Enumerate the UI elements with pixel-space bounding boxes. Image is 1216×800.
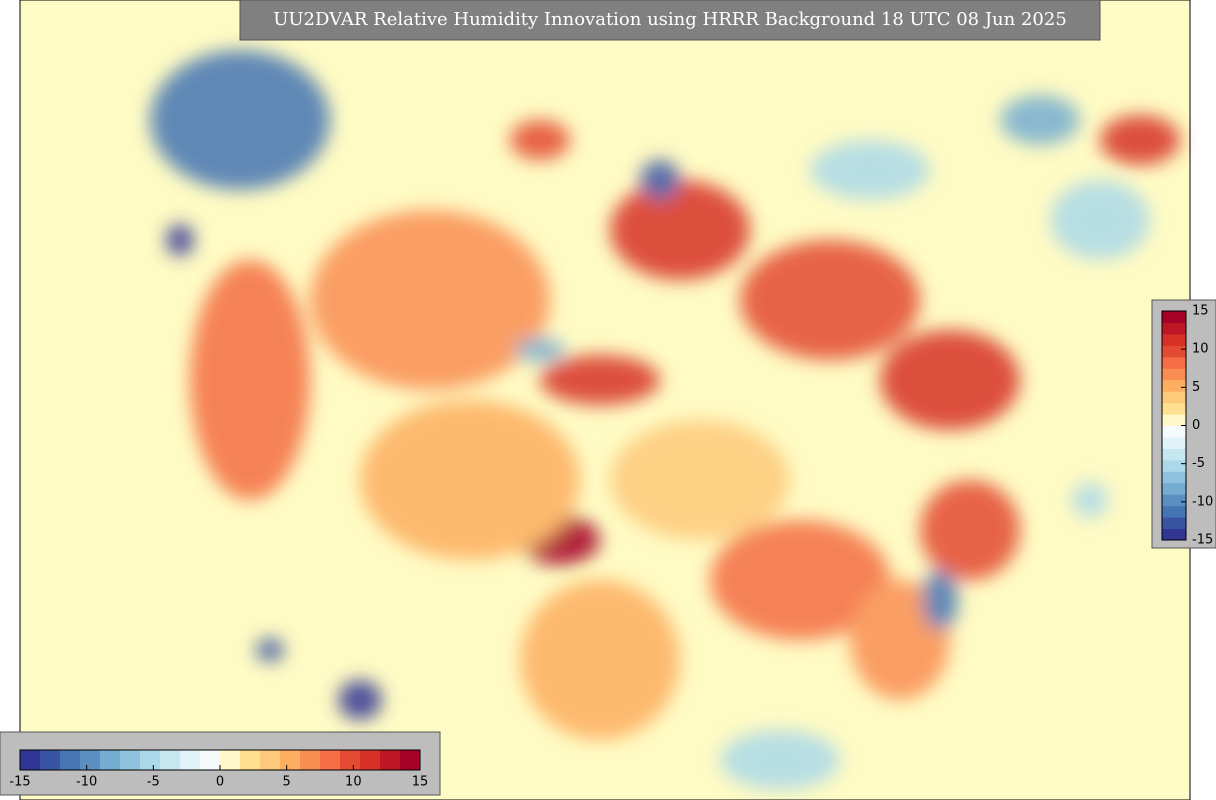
colorbar-segment bbox=[340, 750, 361, 770]
colorbar-segment bbox=[1162, 402, 1186, 415]
colorbar-segment bbox=[300, 750, 321, 770]
colorbar-tick-label: 5 bbox=[283, 775, 291, 790]
colorbar-segment bbox=[180, 750, 201, 770]
colorbar-segment bbox=[240, 750, 261, 770]
colorbar-segment bbox=[1162, 414, 1186, 426]
colorbar-segment bbox=[360, 750, 381, 770]
map-field bbox=[19, 0, 1191, 800]
colorbar-segment bbox=[1162, 379, 1186, 392]
colorbar-tick-label: 10 bbox=[345, 775, 362, 790]
colorbar-segment bbox=[200, 750, 221, 770]
colorbar-segment bbox=[280, 750, 301, 770]
colorbar-segment bbox=[1162, 459, 1186, 472]
colorbar-segment bbox=[1162, 425, 1186, 438]
colorbar-segment bbox=[1162, 471, 1186, 484]
colorbar-tick-label: 0 bbox=[216, 775, 224, 790]
colorbar-segment bbox=[1162, 356, 1186, 369]
colorbar-segment bbox=[400, 750, 421, 770]
colorbar-segment bbox=[1162, 517, 1186, 530]
colorbar-tick-label: -10 bbox=[1192, 494, 1213, 509]
colorbar-segment bbox=[40, 750, 61, 770]
colorbar-segment bbox=[260, 750, 281, 770]
colorbar-tick-label: 15 bbox=[1192, 304, 1209, 319]
colorbar-tick-label: -10 bbox=[76, 775, 97, 790]
colorbar-segment bbox=[100, 750, 121, 770]
colorbar-tick-label: 15 bbox=[412, 775, 429, 790]
colorbar-tick-label: 0 bbox=[1192, 418, 1200, 433]
colorbar-segment bbox=[20, 750, 41, 770]
colorbar-tick-label: -15 bbox=[9, 775, 30, 790]
colorbar-segment bbox=[1162, 505, 1186, 518]
colorbar-segment bbox=[1162, 311, 1186, 323]
colorbar-segment bbox=[1162, 322, 1186, 335]
field-blobs bbox=[150, 50, 1180, 790]
colorbar-tick-label: 10 bbox=[1192, 342, 1209, 357]
colorbar-segment bbox=[1162, 436, 1186, 449]
colorbar-segment bbox=[1162, 482, 1186, 495]
colorbar-segment bbox=[1162, 345, 1186, 358]
colorbar-segment bbox=[1162, 333, 1186, 346]
colorbars: -15 -10 -5 0 5 10 15 -15 -10 -5 0 5 10 15 bbox=[9, 304, 1213, 790]
colorbar-segment bbox=[120, 750, 141, 770]
colorbar-segment bbox=[380, 750, 401, 770]
map-title: UU2DVAR Relative Humidity Innovation usi… bbox=[273, 9, 1067, 30]
colorbar-segment bbox=[1162, 368, 1186, 381]
colorbar-segment bbox=[140, 750, 161, 770]
colorbar-tick-label: -5 bbox=[1192, 456, 1205, 471]
colorbar-segment bbox=[1162, 494, 1186, 507]
colorbar-segment bbox=[1162, 391, 1186, 404]
colorbar-tick-label: -15 bbox=[1192, 533, 1213, 548]
colorbar-segment bbox=[320, 750, 341, 770]
colorbar-segment bbox=[60, 750, 81, 770]
colorbar-tick-label: 5 bbox=[1192, 380, 1200, 395]
colorbar-segment bbox=[1162, 528, 1186, 541]
colorbar-tick-label: -5 bbox=[147, 775, 160, 790]
colorbar-segment bbox=[80, 750, 101, 770]
colorbar-segment bbox=[160, 750, 181, 770]
colorbar-segment bbox=[1162, 448, 1186, 461]
title-box bbox=[239, 0, 1101, 41]
colorbar-segment bbox=[220, 750, 241, 770]
